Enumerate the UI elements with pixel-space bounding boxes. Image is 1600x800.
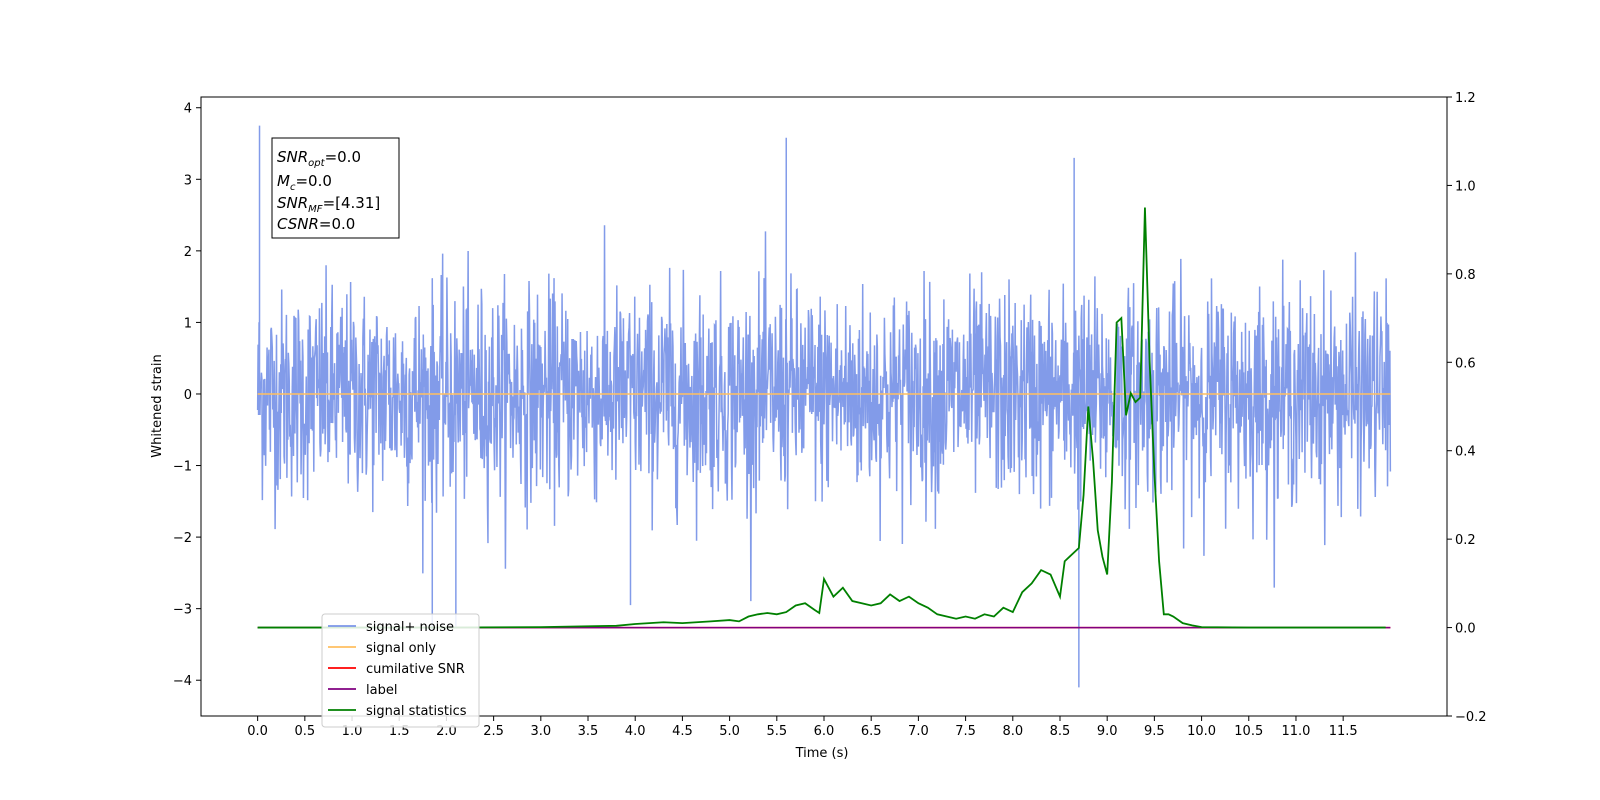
x-tick-label: 0.5 bbox=[294, 724, 315, 739]
y2-tick-label: 1.0 bbox=[1455, 179, 1476, 194]
y-tick-label: −2 bbox=[173, 531, 192, 546]
y-tick-label: −4 bbox=[173, 674, 192, 689]
x-tick-label: 9.5 bbox=[1144, 724, 1165, 739]
series-signal-statistics bbox=[257, 207, 1386, 629]
y-tick-label: −3 bbox=[173, 603, 192, 618]
x-tick-label: 8.0 bbox=[1002, 724, 1023, 739]
y-tick-label: 1 bbox=[184, 316, 192, 331]
x-tick-label: 8.5 bbox=[1050, 724, 1071, 739]
x-tick-label: 3.0 bbox=[530, 724, 551, 739]
x-tick-label: 4.5 bbox=[672, 724, 693, 739]
y-tick-label: 4 bbox=[184, 102, 192, 117]
y-axis-left: 4 3 2 1 0 −1 −2 −3 −4 bbox=[173, 102, 201, 689]
x-axis: 0.0 0.5 1.0 1.5 2.0 2.5 3.0 3.5 4.0 4.5 5.0 5.5 6.0 6… bbox=[247, 716, 1358, 739]
x-tick-label: 2.0 bbox=[436, 724, 457, 739]
x-tick-label: 5.0 bbox=[719, 724, 740, 739]
x-tick-label: 4.0 bbox=[625, 724, 646, 739]
x-axis-label: Time (s) bbox=[795, 746, 849, 761]
annotation-snr-opt: SNRopt=0.0 bbox=[277, 148, 361, 169]
y-axis-right: 1.2 1.0 0.8 0.6 0.4 0.2 0.0 −0.2 bbox=[1447, 91, 1487, 725]
x-tick-label: 1.0 bbox=[342, 724, 363, 739]
annotation-mc: Mc=0.0 bbox=[277, 172, 332, 193]
x-tick-label: 0.0 bbox=[247, 724, 268, 739]
y-axis-label: Whitened strain bbox=[150, 354, 165, 457]
legend-label: signal statistics bbox=[366, 704, 467, 719]
legend-label: signal only bbox=[366, 641, 436, 656]
x-tick-label: 11.0 bbox=[1281, 724, 1310, 739]
y-tick-label: −1 bbox=[173, 460, 192, 475]
legend-label: label bbox=[366, 683, 397, 698]
x-tick-label: 6.0 bbox=[814, 724, 835, 739]
y-tick-label: 2 bbox=[184, 245, 192, 260]
y2-tick-label: 0.4 bbox=[1455, 445, 1476, 460]
y-tick-label: 3 bbox=[184, 173, 192, 188]
y2-tick-label: 0.6 bbox=[1455, 356, 1476, 371]
annotation-frame bbox=[271, 137, 400, 239]
legend: signal+ noise signal only cumilative SNR la… bbox=[321, 613, 480, 728]
plot-area bbox=[256, 125, 1392, 688]
x-tick-label: 5.5 bbox=[766, 724, 787, 739]
x-tick-label: 3.5 bbox=[578, 724, 599, 739]
y-tick-label: 0 bbox=[184, 388, 192, 403]
y2-tick-label: 0.0 bbox=[1455, 622, 1476, 637]
y2-tick-label: 1.2 bbox=[1455, 91, 1476, 106]
annotation-snr-mf: SNRMF=[4.31] bbox=[277, 194, 380, 215]
x-tick-label: 6.5 bbox=[861, 724, 882, 739]
x-tick-label: 10.5 bbox=[1234, 724, 1263, 739]
stats-annotation: SNRopt=0.0 Mc=0.0 SNRMF=[4.31] CSNR=0.0 bbox=[271, 137, 400, 239]
x-tick-label: 11.5 bbox=[1329, 724, 1358, 739]
x-tick-label: 1.5 bbox=[389, 724, 410, 739]
series-layer bbox=[256, 125, 1392, 688]
x-tick-label: 7.5 bbox=[955, 724, 976, 739]
x-tick-label: 10.0 bbox=[1187, 724, 1216, 739]
legend-frame bbox=[321, 613, 480, 728]
x-tick-label: 2.5 bbox=[483, 724, 504, 739]
x-tick-label: 7.0 bbox=[908, 724, 929, 739]
legend-label: cumilative SNR bbox=[366, 662, 465, 677]
x-tick-label: 9.0 bbox=[1097, 724, 1118, 739]
y2-tick-label: 0.8 bbox=[1455, 268, 1476, 283]
y2-tick-label: −0.2 bbox=[1455, 710, 1487, 725]
legend-label: signal+ noise bbox=[366, 620, 454, 635]
annotation-csnr: CSNR=0.0 bbox=[277, 215, 355, 233]
y2-tick-label: 0.2 bbox=[1455, 533, 1476, 548]
